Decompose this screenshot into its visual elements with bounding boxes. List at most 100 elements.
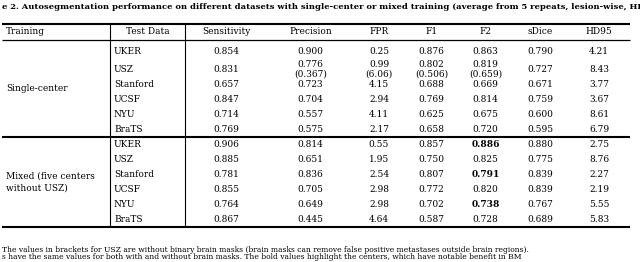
Text: sDice: sDice [528, 28, 553, 36]
Text: 0.689: 0.689 [527, 215, 554, 224]
Text: (0.506): (0.506) [415, 70, 448, 79]
Text: 0.857: 0.857 [419, 140, 445, 149]
Text: 2.98: 2.98 [369, 185, 389, 194]
Text: Stanford: Stanford [114, 170, 154, 179]
Text: F2: F2 [479, 28, 492, 36]
Text: 2.27: 2.27 [589, 170, 609, 179]
Text: 0.704: 0.704 [298, 95, 323, 104]
Text: (0.659): (0.659) [469, 70, 502, 79]
Text: NYU: NYU [114, 200, 136, 209]
Text: HD95: HD95 [586, 28, 612, 36]
Text: 0.657: 0.657 [214, 80, 239, 89]
Text: 0.854: 0.854 [214, 46, 239, 56]
Text: 4.11: 4.11 [369, 110, 389, 119]
Text: 0.863: 0.863 [472, 46, 499, 56]
Text: Test Data: Test Data [125, 28, 170, 36]
Text: 0.587: 0.587 [419, 215, 445, 224]
Text: 0.836: 0.836 [298, 170, 323, 179]
Text: 0.855: 0.855 [213, 185, 239, 194]
Text: 4.15: 4.15 [369, 80, 389, 89]
Text: 0.790: 0.790 [527, 46, 554, 56]
Text: 0.900: 0.900 [298, 46, 323, 56]
Text: 8.76: 8.76 [589, 155, 609, 164]
Text: 5.55: 5.55 [589, 200, 609, 209]
Text: 0.658: 0.658 [419, 125, 445, 134]
Text: F1: F1 [426, 28, 438, 36]
Text: 2.19: 2.19 [589, 185, 609, 194]
Text: 8.43: 8.43 [589, 65, 609, 74]
Text: 0.727: 0.727 [527, 65, 554, 74]
Text: 0.839: 0.839 [527, 170, 554, 179]
Text: USZ: USZ [114, 65, 134, 74]
Text: UKER: UKER [114, 140, 142, 149]
Text: 0.759: 0.759 [527, 95, 554, 104]
Text: Stanford: Stanford [114, 80, 154, 89]
Text: 0.557: 0.557 [298, 110, 324, 119]
Text: 0.802: 0.802 [419, 60, 444, 69]
Text: 0.688: 0.688 [419, 80, 444, 89]
Text: 0.625: 0.625 [419, 110, 444, 119]
Text: (6.06): (6.06) [365, 70, 392, 79]
Text: USZ: USZ [114, 155, 134, 164]
Text: 0.886: 0.886 [471, 140, 500, 149]
Text: 0.445: 0.445 [298, 215, 323, 224]
Text: 0.764: 0.764 [214, 200, 239, 209]
Text: 0.651: 0.651 [298, 155, 323, 164]
Text: 0.880: 0.880 [527, 140, 554, 149]
Text: 0.720: 0.720 [472, 125, 499, 134]
Text: 0.769: 0.769 [214, 125, 239, 134]
Text: 0.595: 0.595 [527, 125, 554, 134]
Text: UCSF: UCSF [114, 95, 141, 104]
Text: 0.807: 0.807 [419, 170, 444, 179]
Text: Sensitivity: Sensitivity [202, 28, 251, 36]
Text: s have the same values for both with and without brain masks. The bold values hi: s have the same values for both with and… [2, 253, 522, 261]
Text: (0.367): (0.367) [294, 70, 327, 79]
Text: e 2. Autosegmentation performance on different datasets with single-center or mi: e 2. Autosegmentation performance on dif… [2, 3, 640, 11]
Text: BraTS: BraTS [114, 125, 143, 134]
Text: 0.820: 0.820 [472, 185, 499, 194]
Text: 2.98: 2.98 [369, 200, 389, 209]
Text: 0.738: 0.738 [471, 200, 500, 209]
Text: 0.847: 0.847 [214, 95, 239, 104]
Text: 0.814: 0.814 [298, 140, 323, 149]
Text: 0.669: 0.669 [472, 80, 499, 89]
Text: Training: Training [6, 28, 45, 36]
Text: 0.750: 0.750 [419, 155, 445, 164]
Text: 0.767: 0.767 [527, 200, 554, 209]
Text: 4.21: 4.21 [589, 46, 609, 56]
Text: 8.61: 8.61 [589, 110, 609, 119]
Text: 4.64: 4.64 [369, 215, 389, 224]
Text: 0.814: 0.814 [472, 95, 499, 104]
Text: 0.702: 0.702 [419, 200, 444, 209]
Text: 2.75: 2.75 [589, 140, 609, 149]
Text: 6.79: 6.79 [589, 125, 609, 134]
Text: 0.600: 0.600 [527, 110, 554, 119]
Text: 5.83: 5.83 [589, 215, 609, 224]
Text: UKER: UKER [114, 46, 142, 56]
Text: 0.791: 0.791 [471, 170, 500, 179]
Text: The values in brackets for USZ are without binary brain masks (brain masks can r: The values in brackets for USZ are witho… [2, 246, 529, 254]
Text: BraTS: BraTS [114, 215, 143, 224]
Text: 0.876: 0.876 [419, 46, 444, 56]
Text: 0.25: 0.25 [369, 46, 389, 56]
Text: 0.825: 0.825 [472, 155, 499, 164]
Text: 0.781: 0.781 [214, 170, 239, 179]
Text: 1.95: 1.95 [369, 155, 389, 164]
Text: UCSF: UCSF [114, 185, 141, 194]
Text: 0.831: 0.831 [214, 65, 239, 74]
Text: Precision: Precision [289, 28, 332, 36]
Text: 0.772: 0.772 [419, 185, 444, 194]
Text: 0.723: 0.723 [298, 80, 323, 89]
Text: 0.775: 0.775 [527, 155, 554, 164]
Text: 0.671: 0.671 [527, 80, 554, 89]
Text: 0.776: 0.776 [298, 60, 323, 69]
Text: 0.769: 0.769 [419, 95, 444, 104]
Text: 0.649: 0.649 [298, 200, 323, 209]
Text: 3.67: 3.67 [589, 95, 609, 104]
Text: 0.867: 0.867 [214, 215, 239, 224]
Text: 2.54: 2.54 [369, 170, 389, 179]
Text: 0.819: 0.819 [472, 60, 499, 69]
Text: Single-center: Single-center [6, 84, 68, 93]
Text: Mixed (five centers
without USZ): Mixed (five centers without USZ) [6, 172, 95, 192]
Text: 0.728: 0.728 [472, 215, 499, 224]
